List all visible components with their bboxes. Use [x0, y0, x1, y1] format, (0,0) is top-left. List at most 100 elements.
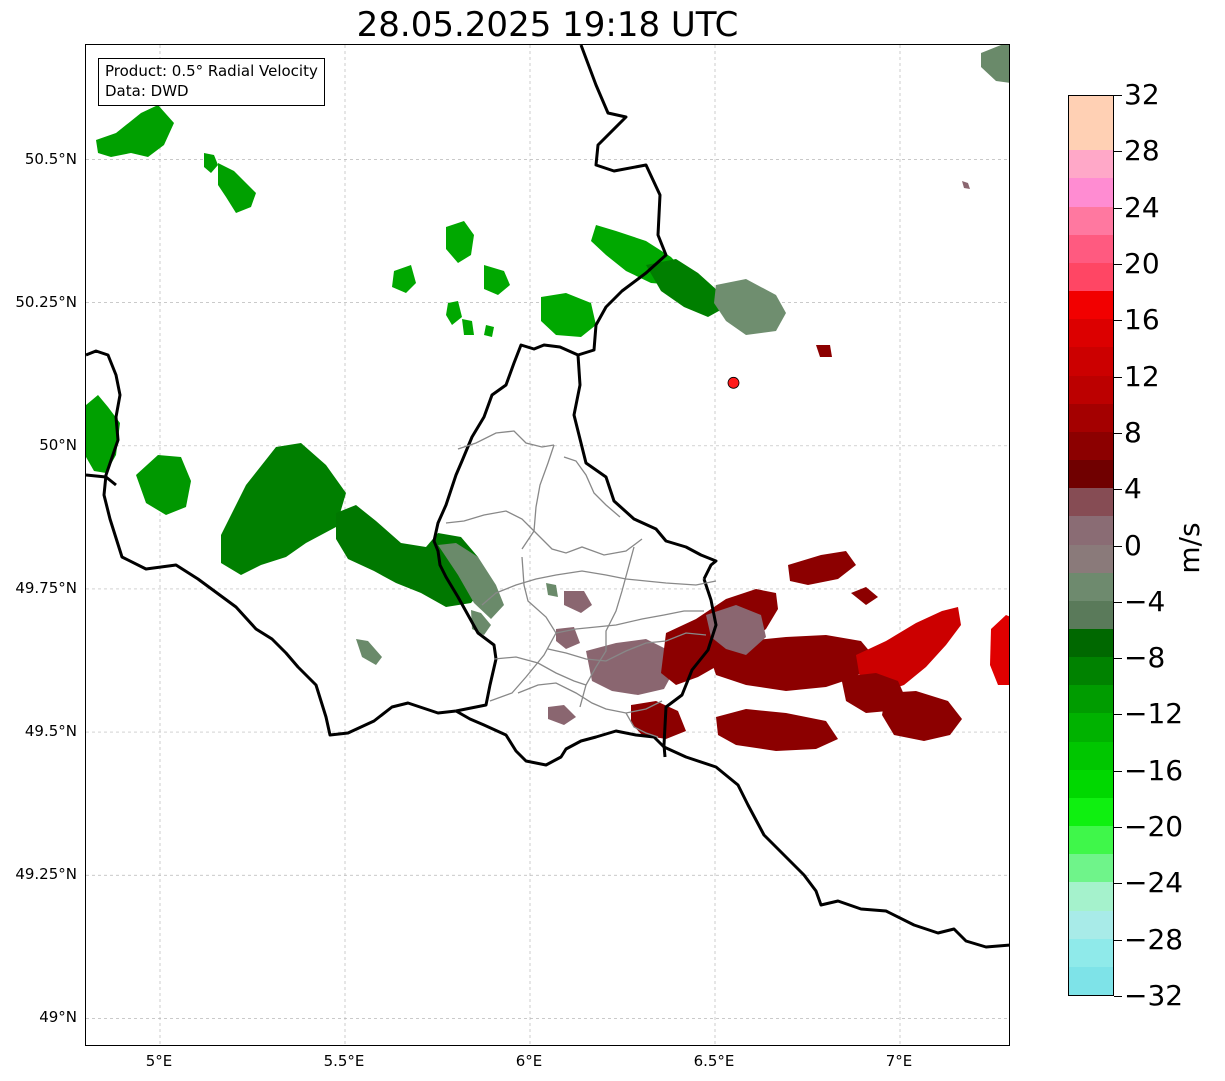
- lon-tick-label: 6°E: [515, 1052, 543, 1070]
- colorbar-segment: [1069, 262, 1113, 292]
- colorbar-tick-label: 4: [1124, 472, 1142, 506]
- colorbar-segment: [1069, 290, 1113, 320]
- colorbar-segment: [1069, 234, 1113, 263]
- echo-cell: [714, 279, 786, 335]
- lat-tick-label: 49°N: [39, 1008, 77, 1027]
- colorbar-segment: [1069, 628, 1113, 658]
- lat-tick-label: 49.25°N: [15, 865, 77, 884]
- colorbar-tick: [1114, 714, 1122, 715]
- border-belgium-germany: [572, 45, 718, 580]
- echo-cell: [204, 153, 218, 173]
- colorbar-segment: [1069, 487, 1113, 517]
- lon-tick-label: 6.5°E: [693, 1052, 735, 1070]
- colorbar-segment: [1069, 656, 1113, 686]
- border-france-germany: [663, 745, 1009, 949]
- colorbar-segment: [1069, 543, 1113, 573]
- colorbar-unit-label: m/s: [1173, 522, 1206, 574]
- canton-border: [547, 632, 707, 662]
- chart-title: 28.05.2025 19:18 UTC: [356, 5, 739, 45]
- echo-cell: [96, 105, 174, 157]
- colorbar-segment: [1069, 431, 1113, 461]
- colorbar-tick: [1114, 151, 1122, 152]
- colorbar-segment: [1069, 741, 1113, 770]
- echo-cell: [484, 325, 494, 337]
- colorbar-tick-label: 20: [1124, 246, 1160, 280]
- product-label: Product: 0.5° Radial Velocity: [105, 62, 318, 80]
- echo-cell: [392, 265, 416, 293]
- colorbar-segment: [1069, 853, 1113, 883]
- colorbar-segment: [1069, 797, 1113, 827]
- echo-cell: [484, 265, 510, 295]
- echo-cell: [446, 301, 462, 325]
- country-borders: [86, 45, 1009, 949]
- colorbar-tick: [1114, 264, 1122, 265]
- map-panel: Product: 0.5° Radial Velocity Data: DWD: [85, 44, 1010, 1046]
- colorbar-tick-label: 0: [1124, 528, 1142, 562]
- echo-cell: [462, 319, 474, 335]
- colorbar-segment: [1069, 374, 1113, 404]
- colorbar-segment: [1069, 177, 1113, 207]
- echo-cell: [541, 293, 596, 337]
- echo-cell: [856, 607, 961, 693]
- colorbar-tick: [1114, 940, 1122, 941]
- colorbar-segment: [1069, 346, 1113, 376]
- echo-cell: [548, 705, 576, 725]
- colorbar-tick: [1114, 771, 1122, 772]
- lon-tick-label: 7°E: [885, 1052, 913, 1070]
- echo-cell: [586, 639, 676, 695]
- lat-tick-label: 50.25°N: [15, 292, 77, 311]
- radar-site-marker: [727, 376, 740, 389]
- echo-cell: [981, 45, 1009, 83]
- colorbar-tick-label: 28: [1124, 134, 1160, 168]
- lon-tick-label: 5°E: [145, 1052, 173, 1070]
- canton-border: [625, 712, 659, 738]
- colorbar-segment: [1069, 881, 1113, 911]
- border-belgium-luxembourg: [432, 343, 579, 713]
- border-belgium-france: [86, 349, 457, 737]
- map-canvas: [86, 45, 1009, 1045]
- echo-cell: [446, 221, 474, 263]
- colorbar-tick: [1114, 827, 1122, 828]
- colorbar-tick: [1114, 996, 1122, 997]
- border-france-luxembourg: [455, 709, 666, 767]
- colorbar-tick-label: −28: [1124, 922, 1184, 956]
- echo-cell: [706, 605, 766, 655]
- colorbar-tick-label: −12: [1124, 697, 1184, 731]
- echo-cell: [221, 443, 346, 575]
- canton-border: [493, 656, 587, 686]
- colorbar-segment: [1069, 121, 1113, 151]
- echo-cell: [788, 551, 856, 585]
- colorbar-tick: [1114, 95, 1122, 96]
- echo-cell: [646, 259, 726, 317]
- colorbar-tick: [1114, 546, 1122, 547]
- echo-cell: [356, 639, 382, 665]
- colorbar-segment: [1069, 769, 1113, 798]
- colorbar-tick: [1114, 377, 1122, 378]
- colorbar-segment: [1069, 600, 1113, 629]
- canton-border: [457, 430, 555, 450]
- colorbar-tick: [1114, 320, 1122, 321]
- colorbar-segment: [1069, 515, 1113, 545]
- canton-border: [481, 570, 717, 606]
- canton-border: [579, 546, 635, 708]
- colorbar-tick-label: −20: [1124, 810, 1184, 844]
- echo-cell: [990, 615, 1009, 685]
- colorbar-segment: [1069, 96, 1113, 123]
- canton-border: [533, 530, 643, 556]
- echo-cell: [556, 627, 580, 649]
- colorbar-tick: [1114, 883, 1122, 884]
- colorbar-tick: [1114, 433, 1122, 434]
- product-info-box: Product: 0.5° Radial Velocity Data: DWD: [98, 58, 325, 106]
- colorbar-tick-label: −24: [1124, 866, 1184, 900]
- colorbar-segment: [1069, 825, 1113, 855]
- lat-tick-label: 50.5°N: [24, 149, 77, 168]
- border-luxembourg-germany: [662, 578, 718, 758]
- border-belgium-netherlands-west: [86, 473, 117, 487]
- lat-tick-label: 50°N: [39, 435, 77, 454]
- echo-cell: [631, 701, 686, 739]
- radar-echoes: [86, 45, 1009, 751]
- canton-border: [555, 610, 704, 634]
- echo-cell: [86, 395, 120, 473]
- luxembourg-canton-borders: [445, 430, 717, 738]
- echo-cell: [136, 455, 191, 515]
